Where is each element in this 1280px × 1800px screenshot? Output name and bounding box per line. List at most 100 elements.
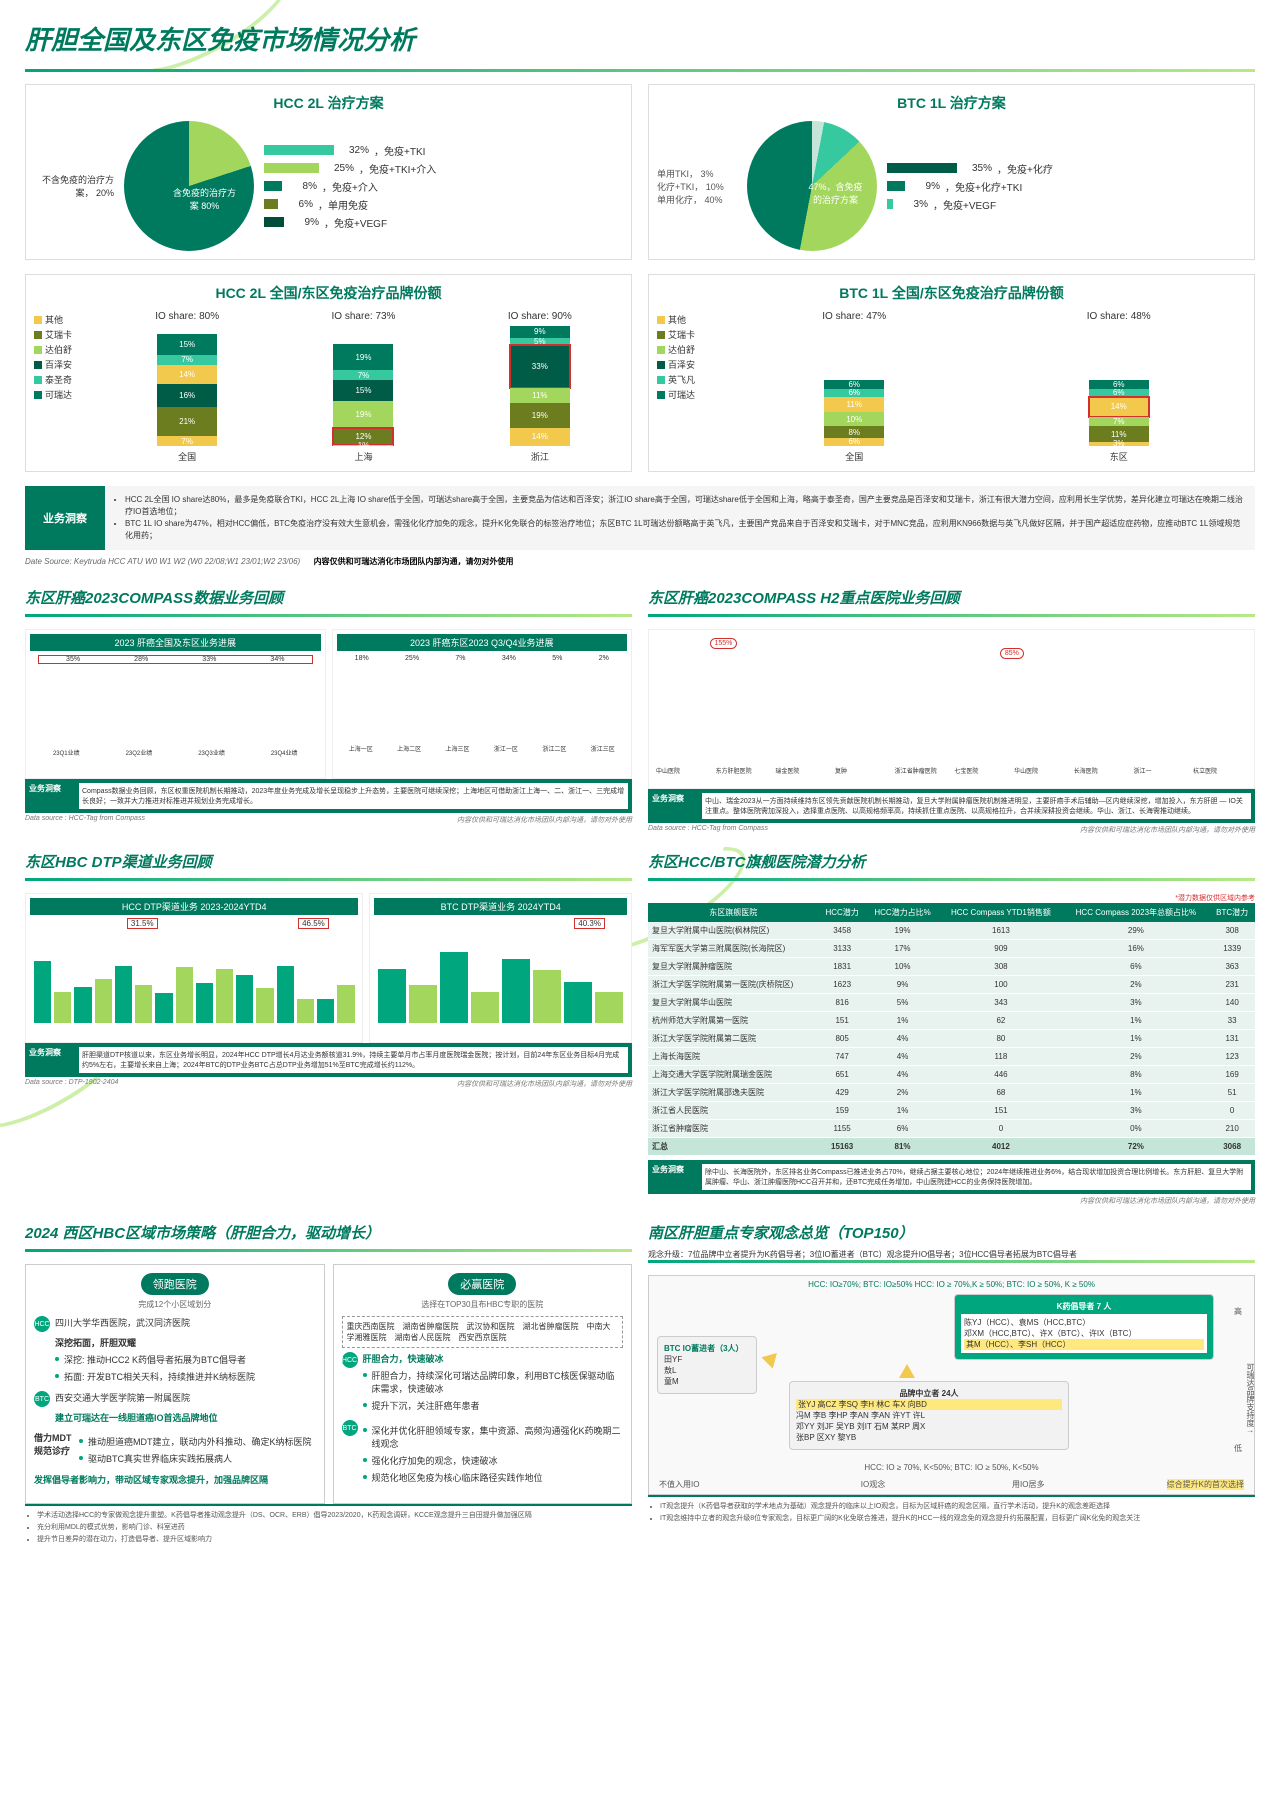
sec3l-title: 东区HBC DTP渠道业务回顾 (25, 851, 632, 872)
sec3l: 东区HBC DTP渠道业务回顾 HCC DTP渠道业务 2023-2024YTD… (25, 851, 632, 1206)
item-head: 肝胆合力，快速破冰 (363, 1354, 444, 1364)
item: 西安交通大学医学院第一附属医院 (55, 1391, 190, 1404)
pie-center: 47%，含免疫的治疗方案 (806, 180, 866, 206)
y-tick: 低 (1234, 1443, 1242, 1454)
src: Data source : DTP-1902-2404 (25, 1079, 118, 1089)
corner: 用IO居多 (1012, 1479, 1044, 1490)
data-source: Date Source: Keytruda HCC ATU W0 W1 W2 (… (25, 557, 300, 566)
sec2l: 东区肝癌2023COMPASS数据业务回顾 2023 肝癌全国及东区业务进展 3… (25, 587, 632, 835)
pie-center: 含免疫的治疗方案 80% (170, 186, 240, 212)
sec3l-chart-b: BTC DTP渠道业务 2024YTD4 40.3% (369, 893, 632, 1043)
box-title: BTC IO蓄进者（3人） (664, 1343, 750, 1354)
btc-share-title: BTC 1L 全国/东区免疫治疗品牌份额 (657, 283, 1246, 303)
sec4r-title: 南区肝胆重点专家观念总览（TOP150） (648, 1222, 1255, 1243)
sec4r-sub: 观念升级：7位品牌中立者提升为K药倡导者；3位IO蓄进者（BTC）观念提升IO倡… (648, 1249, 1255, 1260)
y-label: 可瑞达品牌支持度 ↑ (1245, 1363, 1256, 1433)
confidential-note: 内容仅供和可瑞达消化市场团队内部沟通，请勿对外使用 (314, 557, 514, 566)
sec3r: 东区HCC/BTC旗舰医院潜力分析 *潜力数据仅供区域内参考 东区旗舰医院HCC… (648, 851, 1255, 1206)
sec2l-chart-b: 2023 肝癌东区2023 Q3/Q4业务进展 18%25%7%34%5%2% … (332, 629, 633, 779)
mini-insight: 业务洞察 肝胆渠道DTP核道以来，东区业务增长明显，2024年HCC DTP增长… (25, 1043, 632, 1077)
pill-header: 领跑医院 (141, 1273, 209, 1295)
insight-txt: 中山、瑞金2023从一方面持续维持东区领先贡献医院机制长期推动，复旦大学附属肿瘤… (702, 793, 1251, 819)
btc-share-panel: BTC 1L 全国/东区免疫治疗品牌份额 其他艾瑞卡达伯舒百泽安英飞凡可瑞达IO… (648, 274, 1255, 472)
line: 提升下沉，关注肝癌年患者 (372, 1399, 480, 1412)
warn: 内容仅供和可瑞达消化市场团队内部沟通，请勿对外使用 (1080, 1196, 1255, 1206)
insight-label: 业务洞察 (25, 486, 105, 550)
pill-header: 必赢医院 (448, 1273, 516, 1295)
mini-insight: 业务洞察 中山、瑞金2023从一方面持续维持东区领先贡献医院机制长期推动，复旦大… (648, 789, 1255, 823)
box-title: 品牌中立者 24人 (796, 1388, 1062, 1399)
insight-label: 业务洞察 (652, 1164, 702, 1190)
item: 四川大学华西医院，武汉同济医院 (55, 1316, 190, 1329)
warn: 内容仅供和可瑞达消化市场团队内部沟通，请勿对外使用 (457, 1079, 632, 1089)
footnote: Date Source: Keytruda HCC ATU W0 W1 W2 (… (25, 556, 1255, 567)
sec4l-title: 2024 西区HBC区域市场策略（肝胆合力，驱动增长） (25, 1222, 632, 1243)
chart-header: 2023 肝癌全国及东区业务进展 (30, 634, 321, 651)
hcc-share-title: HCC 2L 全国/东区免疫治疗品牌份额 (34, 283, 623, 303)
foot-line: IT观念提升（K药倡导者获取的学术地点为基础）观念提升的临床以上IO观念，目标为… (660, 1501, 1255, 1511)
callout: 155% (710, 638, 738, 649)
footer-text: 发挥倡导者影响力，带动区域专家观念提升，加强品牌区隔 (34, 1473, 316, 1486)
chart-header: HCC DTP渠道业务 2023-2024YTD4 (30, 898, 358, 915)
flagship-table: 东区旗舰医院HCC潜力HCC潜力占比%HCC Compass YTD1销售额HC… (648, 903, 1255, 1156)
line: 规范化地区免疫为核心临床路径实践作地位 (372, 1471, 543, 1484)
hcc2l-title: HCC 2L 治疗方案 (34, 93, 623, 113)
src: Data source : HCC-Tag from Compass (25, 815, 145, 825)
sec2r: 东区肝癌2023COMPASS H2重点医院业务回顾 155% 85% 中山医院… (648, 587, 1255, 835)
mini-insight: 业务洞察 Compass数据业务回顾，东区权重医院机制长期推动，2023年度业务… (25, 779, 632, 813)
corner: 不值入用IO (659, 1479, 699, 1490)
callout: 40.3% (574, 918, 605, 929)
footer-bullets: IT观念提升（K药倡导者获取的学术地点为基础）观念提升的临床以上IO观念，目标为… (648, 1495, 1255, 1523)
callout: 85% (1000, 648, 1024, 659)
line: 驱动BTC真实世界临床实践拓展病人 (88, 1452, 232, 1465)
line: 深挖: 推动HCC2 K药倡导者拓展为BTC倡导者 (64, 1353, 246, 1366)
axis-top: HCC: IO≥70%; BTC: IO≥50% HCC: IO ≥ 70%,K… (659, 1280, 1244, 1289)
sec2r-chart: 155% 85% 中山医院东方肝胆医院瑞金医院复肿浙江省肿瘤医院七宝医院华山医院… (648, 629, 1255, 789)
sec3l-chart-a: HCC DTP渠道业务 2023-2024YTD4 31.5% 46.5% (25, 893, 363, 1043)
chart-header: BTC DTP渠道业务 2024YTD4 (374, 898, 627, 915)
src: Data source : HCC-Tag from Compass (648, 825, 768, 835)
sec4r: 南区肝胆重点专家观念总览（TOP150） 观念升级：7位品牌中立者提升为K药倡导… (648, 1222, 1255, 1546)
item-head: 借力MDT 规范诊疗 (34, 1433, 72, 1456)
arrow-icon (899, 1364, 915, 1378)
sec2r-title: 东区肝癌2023COMPASS H2重点医院业务回顾 (648, 587, 1255, 608)
mini-insight: 业务洞察 除中山、长海医院外，东区排名业务Compass已推进业务占70%，继续… (648, 1160, 1255, 1194)
callout: 46.5% (298, 918, 329, 929)
hospital-list: 重庆西南医院湖南省肿瘤医院武汉协和医院湖北省肿瘤医院中南大学湘雅医院湖南省人民医… (342, 1316, 624, 1348)
warn: 内容仅供和可瑞达消化市场团队内部沟通，请勿对外使用 (457, 815, 632, 825)
page-title: 肝胆全国及东区免疫市场情况分析 (25, 20, 1255, 57)
hcc2l-pie: 含免疫的治疗方案 80% (124, 121, 254, 251)
arrow-icon (761, 1347, 782, 1368)
btc1l-ext-labels: 单用TKI， 3%化疗+TKI， 10%单用化疗， 40% (657, 167, 737, 206)
divider (25, 69, 1255, 72)
item-head: 建立可瑞达在一线胆道癌IO首选品牌地位 (55, 1411, 218, 1424)
hcc2l-outer-label: 不含免疫的治疗方案， 20% (34, 173, 114, 199)
line: 推动胆道癌MDT建立，联动内外科推动、确定K纳标医院 (88, 1435, 312, 1448)
footer-bullets: 学术活动选择HCC的专家做观念提升重塑。K药倡导者推动观念提升（DS、OCR、E… (25, 1504, 632, 1544)
insight-txt: 肝胆渠道DTP核道以来，东区业务增长明显，2024年HCC DTP增长4月达业务… (79, 1047, 628, 1073)
insight-label: 业务洞察 (29, 1047, 79, 1073)
hcc2l-bars: 32%，免疫+TKI25%，免疫+TKI+介入8%，免疫+介入6%，单用免疫9%… (264, 140, 623, 233)
sec2l-chart-a: 2023 肝癌全国及东区业务进展 35%28%33%34% 23Q1业绩23Q2… (25, 629, 326, 779)
insight-text: HCC 2L全国 IO share达80%，最多是免疫联合TKI，HCC 2L上… (105, 486, 1255, 550)
corner: 综合提升K的首次选择 (1167, 1479, 1244, 1490)
corner: IO观念 (861, 1479, 885, 1490)
sub-note: 完成12个小区域划分 (34, 1299, 316, 1310)
chart-header: 2023 肝癌东区2023 Q3/Q4业务进展 (337, 634, 628, 651)
btc1l-title: BTC 1L 治疗方案 (657, 93, 1246, 113)
sub-note: 选择在TOP30且布HBC专职的医院 (342, 1299, 624, 1310)
insight-label: 业务洞察 (652, 793, 702, 819)
insight-txt: Compass数据业务回顾，东区权重医院机制长期推动，2023年度业务完成及增长… (79, 783, 628, 809)
leading-hospitals: 领跑医院 完成12个小区域划分 HCC四川大学华西医院，武汉同济医院 深挖拓面，… (25, 1264, 325, 1504)
insight-box: 业务洞察 HCC 2L全国 IO share达80%，最多是免疫联合TKI，HC… (25, 486, 1255, 550)
btc1l-bars: 35%，免疫+化疗9%，免疫+化疗+TKI3%，免疫+VEGF (887, 158, 1246, 215)
line: 深化并优化肝胆领域专家，集中资源、高频沟通强化K药晚期二线观念 (372, 1424, 624, 1450)
btc1l-pie: 47%，含免疫的治疗方案 (747, 121, 877, 251)
axis-bottom: HCC: IO ≥ 70%, K<50%; BTC: IO ≥ 50%, K<5… (659, 1463, 1244, 1472)
hcc2l-panel: HCC 2L 治疗方案 不含免疫的治疗方案， 20% 含免疫的治疗方案 80% … (25, 84, 632, 260)
btc1l-panel: BTC 1L 治疗方案 单用TKI， 3%化疗+TKI， 10%单用化疗， 40… (648, 84, 1255, 260)
warn: 内容仅供和可瑞达消化市场团队内部沟通，请勿对外使用 (1080, 825, 1255, 835)
y-tick: 高 (1234, 1306, 1242, 1317)
foot-line: IT观念维持中立者的观念升级8位专家观念，目标更广阔的K化免联合推进，提升K的H… (660, 1513, 1255, 1523)
item-head: 深挖拓面，肝胆双耀 (55, 1338, 136, 1348)
